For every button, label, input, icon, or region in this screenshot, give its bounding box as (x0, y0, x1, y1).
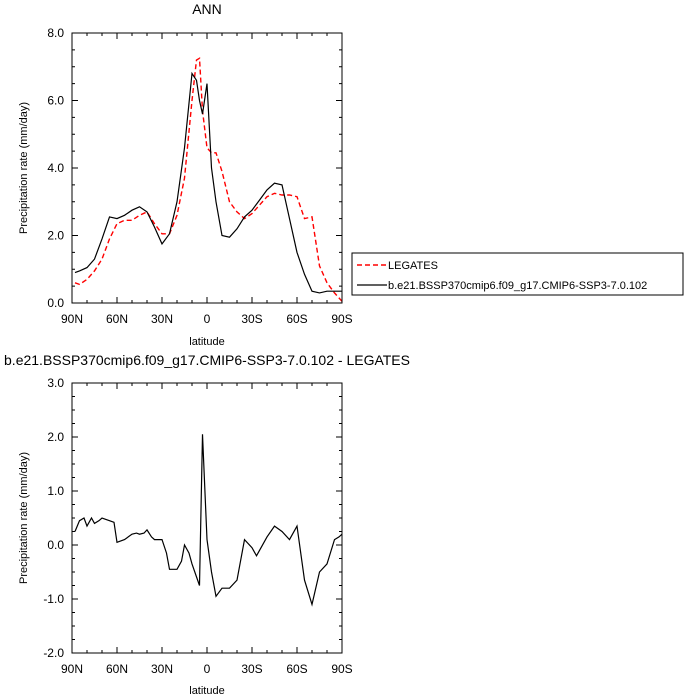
top-panel: ANN 90N 60N 30N 0 30S 60S 90S 0.02.04.06.08.0 … (18, 1, 684, 348)
legend-box (351, 252, 684, 296)
bottom-y-axis-label: Precipitation rate (mm/day) (18, 452, 30, 584)
series-line-model (74, 71, 342, 294)
top-plot-frame (71, 32, 343, 304)
bottom-ticks (71, 382, 343, 654)
x-tick-label: 0 (204, 312, 211, 326)
y-tick-label: 2.0 (47, 430, 64, 444)
x-tick-label: 30N (151, 662, 173, 676)
x-tick-label: 90S (331, 312, 352, 326)
legend-label-legates: LEGATES (388, 260, 438, 272)
x-tick-label: 30S (241, 312, 262, 326)
top-series-lines (74, 57, 343, 302)
x-tick-label: 30N (151, 312, 173, 326)
y-tick-label: 0.0 (47, 296, 64, 310)
series-line-legates (74, 57, 343, 302)
top-y-axis-label: Precipitation rate (mm/day) (18, 102, 30, 234)
y-tick-label: -2.0 (43, 646, 64, 660)
y-tick-label: 0.0 (47, 538, 64, 552)
bottom-chart-title: b.e21.BSSP370cmip6.f09_g17.CMIP6-SSP3-7.… (4, 352, 410, 368)
bottom-x-tick-labels: 90N 60N 30N 0 30S 60S 90S (61, 662, 353, 676)
y-tick-label: 1.0 (47, 484, 64, 498)
y-tick-label: 6.0 (47, 94, 64, 108)
top-y-tick-labels: 0.0 2.0 4.0 6.0 8.0 (47, 26, 64, 310)
x-tick-label: 90N (61, 312, 83, 326)
top-x-tick-labels: 90N 60N 30N 0 30S 60S 90S (61, 312, 353, 326)
x-tick-label: 60N (106, 312, 128, 326)
x-tick-label: 60S (286, 312, 307, 326)
bottom-y-tick-labels: -2.0 -1.0 0.0 1.0 2.0 3.0 (43, 376, 64, 660)
x-tick-label: 60S (286, 662, 307, 676)
bottom-series-lines (74, 434, 343, 607)
x-tick-label: 30S (241, 662, 262, 676)
x-tick-label: 90S (331, 662, 352, 676)
series-line-difference (74, 434, 343, 607)
x-tick-label: 90N (61, 662, 83, 676)
bottom-panel: b.e21.BSSP370cmip6.f09_g17.CMIP6-SSP3-7.… (4, 352, 410, 697)
top-x-axis-label: latitude (189, 336, 224, 348)
y-tick-label: 3.0 (47, 376, 64, 390)
bottom-plot-frame (71, 382, 343, 654)
bottom-x-axis-label: latitude (189, 685, 224, 697)
legend: LEGATES b.e21.BSSP370cmip6.f09_g17.CMIP6… (351, 252, 684, 296)
top-chart-title: ANN (192, 1, 222, 17)
y-tick-label: -1.0 (43, 592, 64, 606)
x-tick-label: 0 (204, 662, 211, 676)
y-tick-label: 4.0 (47, 161, 64, 175)
x-tick-label: 60N (106, 662, 128, 676)
legend-label-model: b.e21.BSSP370cmip6.f09_g17.CMIP6-SSP3-7.… (388, 280, 647, 292)
top-ticks (71, 32, 343, 304)
y-tick-label: 8.0 (47, 26, 64, 40)
y-tick-label: 2.0 (47, 229, 64, 243)
